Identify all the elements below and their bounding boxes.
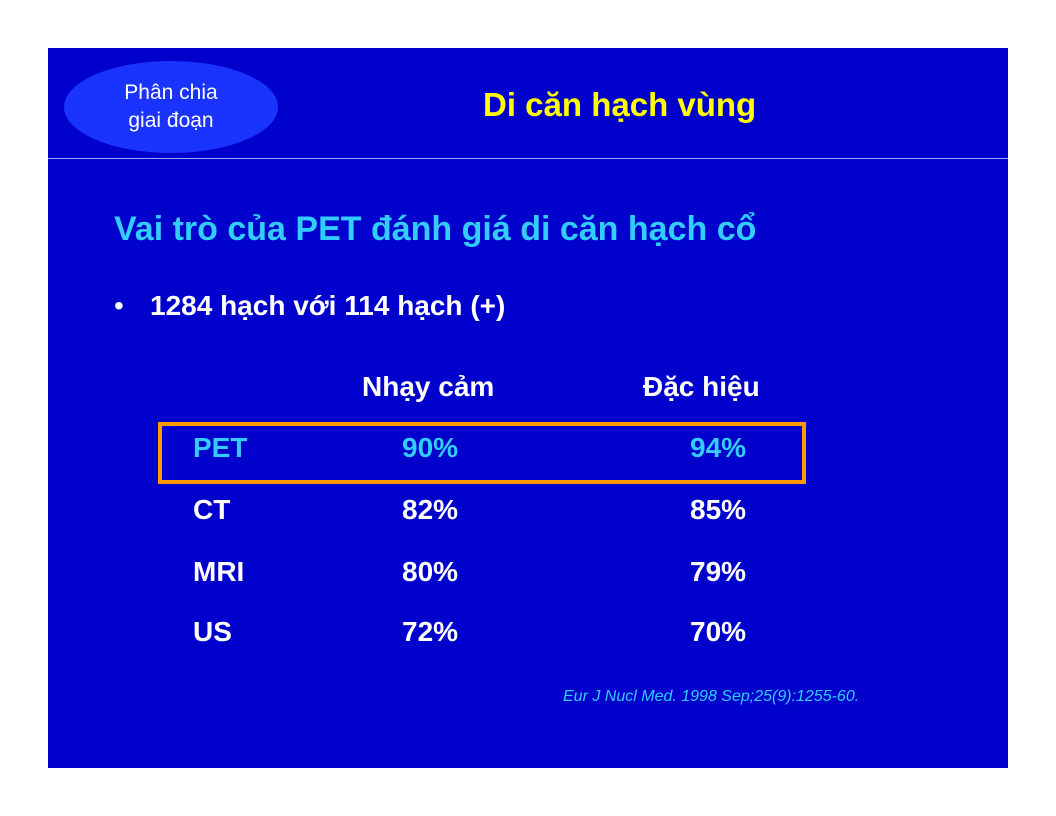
row-modality: PET — [193, 432, 248, 463]
row-specificity: 70% — [690, 616, 747, 647]
row-modality: MRI — [193, 556, 245, 587]
bullet-item: • 1284 hạch với 114 hạch (+) — [114, 290, 505, 322]
row-modality: US — [193, 616, 232, 647]
citation: Eur J Nucl Med. 1998 Sep;25(9):1255-60. — [563, 688, 860, 705]
badge-line-2: giai đoạn — [128, 109, 214, 132]
table-row-us: US 72% 70% — [48, 616, 1008, 656]
section-badge: Phân chia giai đoạn — [64, 61, 278, 153]
row-sensitivity: 82% — [402, 494, 459, 525]
table-row-mri: MRI 80% 79% — [48, 556, 1008, 596]
column-header-sensitivity: Nhạy cảm — [362, 371, 495, 402]
row-specificity: 79% — [690, 556, 747, 587]
slide-title: Di căn hạch vùng — [483, 86, 757, 123]
table-row-ct: CT 82% 85% — [48, 494, 1008, 534]
row-specificity: 85% — [690, 494, 747, 525]
row-sensitivity: 72% — [402, 616, 459, 647]
pet-highlight-box — [158, 422, 806, 484]
bullet-marker: • — [114, 290, 124, 321]
bullet-text: 1284 hạch với 114 hạch (+) — [150, 290, 506, 321]
row-sensitivity: 80% — [402, 556, 459, 587]
slide: Phân chia giai đoạn Di căn hạch vùng Vai… — [48, 48, 1008, 768]
row-specificity: 94% — [690, 432, 747, 463]
row-modality: CT — [193, 494, 231, 525]
section-heading: Vai trò của PET đánh giá di căn hạch cổ — [114, 210, 757, 248]
header-divider — [48, 158, 1008, 159]
column-header-specificity: Đặc hiệu — [643, 371, 760, 402]
row-sensitivity: 90% — [402, 432, 459, 463]
table-row-pet: PET 90% 94% — [48, 432, 1008, 472]
badge-line-1: Phân chia — [124, 81, 218, 104]
